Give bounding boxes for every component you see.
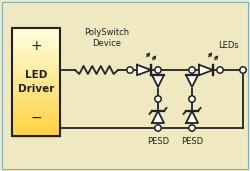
Bar bbox=[12, 112, 60, 115]
Bar bbox=[12, 101, 60, 104]
Bar bbox=[12, 41, 60, 44]
Bar bbox=[12, 110, 60, 113]
Circle shape bbox=[217, 67, 223, 73]
Bar bbox=[12, 93, 60, 95]
Bar bbox=[12, 52, 60, 54]
Bar bbox=[12, 45, 60, 48]
Bar bbox=[12, 37, 60, 39]
Polygon shape bbox=[152, 111, 164, 123]
Bar bbox=[12, 99, 60, 102]
Polygon shape bbox=[199, 65, 213, 75]
Bar bbox=[12, 104, 60, 106]
Bar bbox=[12, 71, 60, 74]
Text: −: − bbox=[30, 111, 42, 125]
Bar bbox=[12, 60, 60, 63]
Bar bbox=[12, 69, 60, 72]
Bar bbox=[12, 84, 60, 87]
Bar bbox=[12, 47, 60, 50]
Bar bbox=[12, 88, 60, 91]
Circle shape bbox=[189, 67, 195, 73]
Bar bbox=[12, 86, 60, 89]
Circle shape bbox=[189, 125, 195, 131]
Bar bbox=[12, 30, 60, 33]
Circle shape bbox=[155, 125, 161, 131]
Text: PESD: PESD bbox=[181, 136, 203, 146]
Bar bbox=[12, 56, 60, 59]
Bar bbox=[12, 106, 60, 108]
Polygon shape bbox=[137, 65, 151, 75]
Bar bbox=[12, 63, 60, 65]
Text: PolySwitch
Device: PolySwitch Device bbox=[84, 28, 129, 48]
Bar bbox=[12, 129, 60, 132]
Polygon shape bbox=[152, 75, 164, 87]
Bar bbox=[12, 28, 60, 136]
Text: LED
Driver: LED Driver bbox=[18, 70, 54, 94]
Bar bbox=[12, 121, 60, 123]
Bar bbox=[12, 28, 60, 31]
Circle shape bbox=[240, 67, 246, 73]
Bar bbox=[12, 58, 60, 61]
Bar bbox=[12, 80, 60, 82]
Text: +: + bbox=[30, 39, 42, 53]
Text: LEDs: LEDs bbox=[218, 42, 239, 50]
Bar bbox=[12, 114, 60, 117]
Polygon shape bbox=[186, 75, 198, 87]
Bar bbox=[12, 43, 60, 46]
Bar bbox=[12, 54, 60, 57]
Bar bbox=[12, 39, 60, 41]
Bar bbox=[12, 123, 60, 126]
Bar bbox=[12, 73, 60, 76]
Bar bbox=[12, 50, 60, 52]
Text: PESD: PESD bbox=[147, 136, 169, 146]
Circle shape bbox=[127, 67, 133, 73]
Bar bbox=[12, 67, 60, 70]
Bar bbox=[12, 117, 60, 119]
Bar bbox=[12, 134, 60, 136]
Bar bbox=[12, 32, 60, 35]
Bar bbox=[12, 95, 60, 98]
Circle shape bbox=[189, 96, 195, 102]
Bar bbox=[12, 132, 60, 134]
Polygon shape bbox=[186, 111, 198, 123]
Bar bbox=[12, 91, 60, 93]
Bar bbox=[12, 127, 60, 130]
Bar bbox=[12, 65, 60, 67]
Bar bbox=[12, 35, 60, 37]
Bar bbox=[12, 82, 60, 85]
Bar bbox=[12, 76, 60, 78]
Bar bbox=[12, 78, 60, 80]
Bar bbox=[12, 125, 60, 128]
Bar bbox=[12, 97, 60, 100]
Bar bbox=[12, 108, 60, 111]
Circle shape bbox=[155, 96, 161, 102]
Bar bbox=[12, 119, 60, 121]
Circle shape bbox=[155, 67, 161, 73]
